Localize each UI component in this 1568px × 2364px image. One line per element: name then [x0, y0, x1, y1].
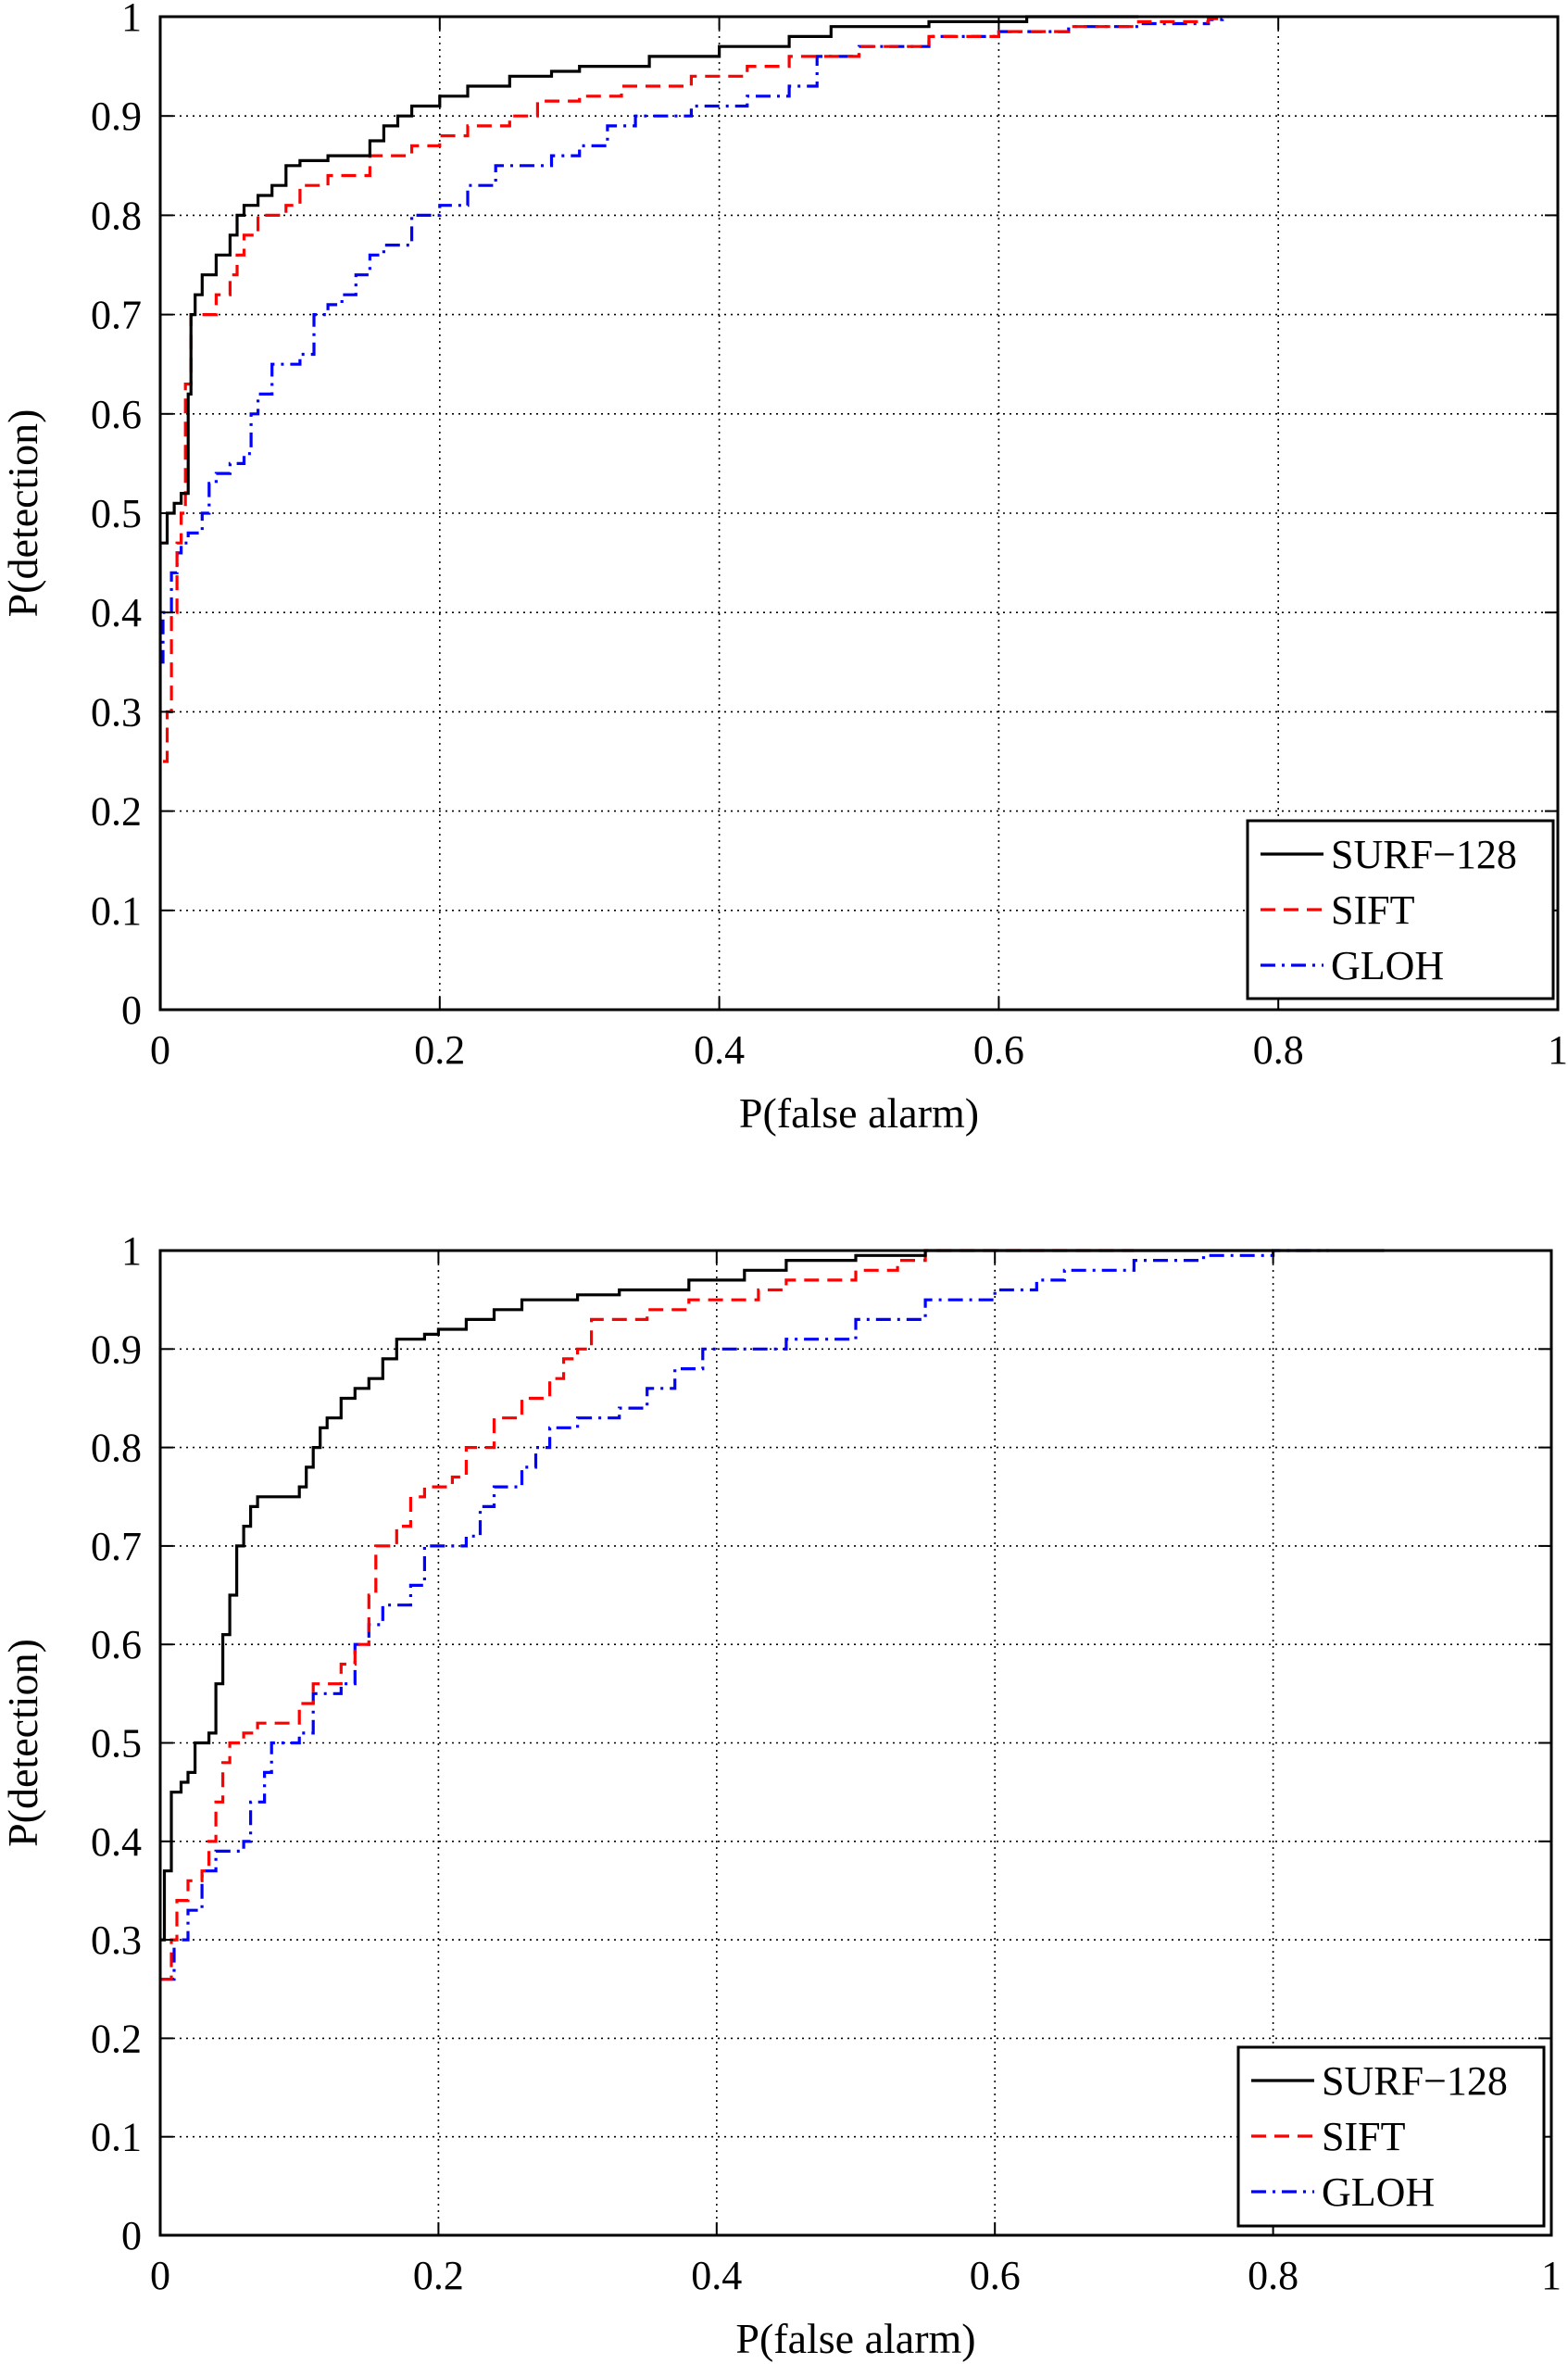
- y-tick-label: 0.2: [91, 789, 142, 835]
- y-tick-label: 0.4: [91, 1819, 142, 1865]
- y-tick-label: 0.1: [91, 2115, 142, 2160]
- legend-label: SIFT: [1322, 2114, 1406, 2159]
- x-tick-label: 0.8: [1253, 1027, 1304, 1073]
- y-tick-label: 0: [121, 2213, 142, 2258]
- legend-label: GLOH: [1322, 2169, 1435, 2215]
- series-line-surf-128: [160, 15, 1139, 1010]
- series-line-gloh: [160, 17, 1224, 664]
- legend-label: SURF−128: [1322, 2058, 1508, 2104]
- y-axis-title: P(detection): [0, 1639, 46, 1847]
- chart-panel-2: 0 0.2 0.4 0.6 0.8 1 0 0.1 0.2 0.3 0.4 0.5 0.6 0.7 0.8 0…: [0, 1228, 1562, 2362]
- y-tick-label: 0.9: [91, 1327, 142, 1372]
- y-tick-label: 0.5: [91, 1721, 142, 1767]
- y-tick-label: 0.2: [91, 2016, 142, 2061]
- x-axis-title: P(false alarm): [735, 2315, 975, 2362]
- y-tick-label: 0.1: [91, 888, 142, 934]
- x-tick-label: 0.4: [694, 1027, 745, 1073]
- x-tick-label: 0.6: [973, 1027, 1024, 1073]
- y-tick-label: 0.6: [91, 392, 142, 437]
- x-axis-title: P(false alarm): [739, 1089, 979, 1137]
- x-tick-label: 0: [150, 2253, 170, 2298]
- y-tick-label: 1: [121, 1228, 142, 1274]
- x-tick-label: 0.4: [691, 2253, 742, 2298]
- x-tick-label: 0.8: [1248, 2253, 1298, 2298]
- y-tick-label: 0.4: [91, 590, 142, 635]
- y-tick-label: 0.7: [91, 293, 142, 338]
- y-tick-label: 0.9: [91, 94, 142, 139]
- x-tick-label: 0: [150, 1027, 170, 1073]
- y-tick-label: 0.3: [91, 689, 142, 735]
- y-tick-label: 0.8: [91, 1426, 142, 1471]
- legend: SURF−128 SIFT GLOH: [1236, 2045, 1546, 2228]
- y-axis-title: P(detection): [0, 409, 46, 618]
- legend-label: SURF−128: [1331, 832, 1517, 877]
- y-tick-label: 1: [121, 0, 142, 40]
- x-tick-label: 0.2: [413, 2253, 464, 2298]
- chart-panel-1: 0 0.2 0.4 0.6 0.8 1 0 0.1 0.2 0.3 0.4 0.5 0.6 0.7 0.8 0…: [0, 0, 1568, 1137]
- legend-label: SIFT: [1331, 887, 1415, 933]
- y-tick-label: 0: [121, 987, 142, 1033]
- series-line-surf-128: [160, 1249, 1385, 1942]
- x-tick-label: 1: [1548, 1027, 1568, 1073]
- y-tick-label: 0.3: [91, 1918, 142, 1963]
- y-tick-label: 0.5: [91, 491, 142, 536]
- series-group: [160, 1249, 1385, 1981]
- y-tick-label: 0.8: [91, 193, 142, 238]
- y-tick-label: 0.7: [91, 1524, 142, 1569]
- series-line-sift: [160, 1249, 1135, 1981]
- legend-label: GLOH: [1331, 943, 1444, 988]
- x-tick-label: 1: [1541, 2253, 1562, 2298]
- series-line-sift: [163, 17, 1224, 763]
- x-tick-label: 0.2: [414, 1027, 465, 1073]
- legend: SURF−128 SIFT GLOH: [1246, 819, 1555, 1000]
- series-group: [160, 15, 1224, 1010]
- x-tick-label: 0.6: [970, 2253, 1021, 2298]
- series-line-gloh: [160, 1249, 1329, 1981]
- y-tick-label: 0.6: [91, 1622, 142, 1667]
